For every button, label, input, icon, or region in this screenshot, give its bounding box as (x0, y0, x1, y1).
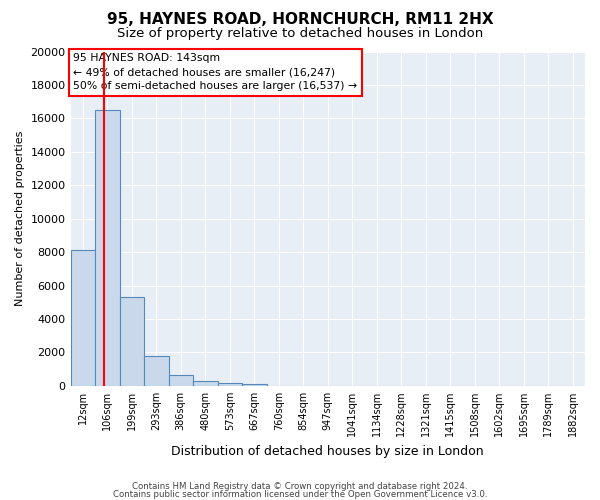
Text: 95 HAYNES ROAD: 143sqm
← 49% of detached houses are smaller (16,247)
50% of semi: 95 HAYNES ROAD: 143sqm ← 49% of detached… (73, 53, 357, 91)
Text: Contains public sector information licensed under the Open Government Licence v3: Contains public sector information licen… (113, 490, 487, 499)
Bar (242, 384, 266, 386)
X-axis label: Distribution of detached houses by size in London: Distribution of detached houses by size … (172, 444, 484, 458)
Bar (169, 375, 193, 386)
Bar (218, 384, 242, 386)
Text: Size of property relative to detached houses in London: Size of property relative to detached ho… (117, 28, 483, 40)
Text: 95, HAYNES ROAD, HORNCHURCH, RM11 2HX: 95, HAYNES ROAD, HORNCHURCH, RM11 2HX (107, 12, 493, 28)
Bar (95, 110, 119, 386)
Bar (119, 297, 144, 386)
Bar (193, 381, 218, 386)
Text: Contains HM Land Registry data © Crown copyright and database right 2024.: Contains HM Land Registry data © Crown c… (132, 482, 468, 491)
Bar (144, 356, 169, 386)
Y-axis label: Number of detached properties: Number of detached properties (15, 131, 25, 306)
Bar (71, 250, 95, 386)
